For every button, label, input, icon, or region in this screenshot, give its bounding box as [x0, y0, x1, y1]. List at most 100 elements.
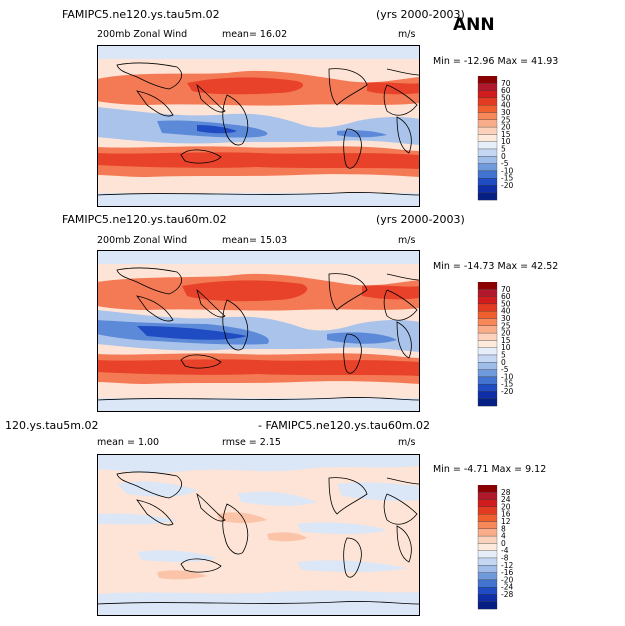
colorbar-swatch [477, 347, 498, 356]
panel3-case-label: 120.ys.tau5m.02 [5, 419, 99, 432]
colorbar-swatch [477, 148, 498, 157]
panel2-field-label: 200mb Zonal Wind [97, 235, 188, 246]
colorbar-tick-label: 25 [501, 321, 511, 330]
colorbar-tick-label: 28 [501, 488, 511, 497]
colorbar-swatch [477, 318, 498, 326]
colorbar-swatch [477, 572, 498, 581]
colorbar-tick-label: 10 [501, 137, 511, 146]
panel2-years: (yrs 2000-2003) [376, 213, 465, 226]
colorbar-tick-label: 70 [501, 285, 511, 294]
panel3-minmax: Min = -4.71 Max = 9.12 [433, 464, 547, 475]
colorbar-tick-label: 30 [501, 108, 511, 117]
colorbar-tick-label: 60 [501, 292, 511, 301]
colorbar-tick-label: 50 [501, 93, 511, 102]
colorbar-swatch [477, 112, 498, 120]
colorbar-swatch [477, 282, 498, 290]
colorbar-swatch [477, 535, 498, 544]
colorbar-tick-label: 5 [501, 351, 506, 360]
colorbar-swatch [477, 119, 498, 128]
panel1-field-label: 200mb Zonal Wind [97, 29, 188, 40]
colorbar-swatch [477, 296, 498, 305]
colorbar-tick-label: 20 [501, 329, 511, 338]
colorbar-swatch [477, 156, 498, 164]
panel2-units: m/s [398, 235, 416, 246]
colorbar-tick-label: -12 [501, 561, 513, 570]
colorbar-tick-label: -8 [501, 554, 509, 563]
colorbar-tick-label: 24 [501, 495, 511, 504]
panel1-mean: mean= 16.02 [222, 29, 288, 40]
colorbar-tick-label: 0 [501, 152, 506, 161]
colorbar-swatch [477, 601, 498, 610]
colorbar-swatch [477, 398, 498, 407]
colorbar-swatch [477, 325, 498, 334]
colorbar-swatch [477, 579, 498, 588]
colorbar-tick-label: 20 [501, 502, 511, 511]
colorbar-swatch [477, 134, 498, 142]
colorbar-swatch [477, 376, 498, 385]
colorbar-tick-label: 10 [501, 343, 511, 352]
colorbar-swatch [477, 126, 498, 135]
panel3-mean: mean = 1.00 [97, 437, 160, 448]
colorbar-tick-label: 40 [501, 307, 511, 316]
colorbar-swatch [477, 528, 498, 537]
colorbar-swatch [477, 311, 498, 319]
colorbar-swatch [477, 391, 498, 399]
colorbar-tick-label: -20 [501, 575, 513, 584]
colorbar-swatch [477, 97, 498, 106]
colorbar-swatch [477, 543, 498, 551]
colorbar-swatch [477, 362, 498, 370]
colorbar-tick-label: 40 [501, 101, 511, 110]
colorbar-swatch [477, 499, 498, 508]
panel1-minmax: Min = -12.96 Max = 41.93 [433, 56, 559, 67]
colorbar-swatch [477, 192, 498, 201]
panel1-years: (yrs 2000-2003) [376, 8, 465, 21]
season-label: ANN [453, 15, 495, 35]
colorbar-swatch [477, 550, 498, 559]
panel2-minmax: Min = -14.73 Max = 42.52 [433, 261, 559, 272]
colorbar-tick-label: -15 [501, 380, 513, 389]
colorbar-tick-label: -15 [501, 174, 513, 183]
colorbar-swatch [477, 492, 498, 500]
panel3-units: m/s [398, 437, 416, 448]
colorbar-tick-label: 25 [501, 115, 511, 124]
colorbar-swatch [477, 587, 498, 595]
colorbar-tick-label: 20 [501, 123, 511, 132]
colorbar-swatch [477, 170, 498, 179]
colorbar-tick-label: 30 [501, 314, 511, 323]
colorbar-tick-label: 5 [501, 145, 506, 154]
colorbar-tick-label: 4 [501, 532, 506, 541]
panel2-map [97, 250, 420, 412]
colorbar-swatch [477, 141, 498, 150]
colorbar-swatch [477, 521, 498, 529]
colorbar-swatch [477, 369, 498, 378]
colorbar-swatch [477, 485, 498, 493]
colorbar-tick-label: -24 [501, 583, 513, 592]
colorbar-swatch [477, 105, 498, 113]
colorbar-tick-label: -20 [501, 181, 513, 190]
panel1-case-label: FAMIPC5.ne120.ys.tau5m.02 [62, 8, 220, 21]
colorbar-swatch [477, 83, 498, 91]
colorbar-tick-label: 16 [501, 510, 511, 519]
colorbar-tick-label: 8 [501, 524, 506, 533]
colorbar-swatch [477, 332, 498, 341]
colorbar-swatch [477, 594, 498, 602]
colorbar-tick-label: -5 [501, 159, 509, 168]
colorbar-tick-label: -10 [501, 166, 513, 175]
colorbar-tick-label: 50 [501, 299, 511, 308]
colorbar-swatch [477, 565, 498, 573]
panel1-units: m/s [398, 29, 416, 40]
panel2-mean: mean= 15.03 [222, 235, 288, 246]
colorbar-swatch [477, 514, 498, 522]
colorbar-tick-label: -16 [501, 568, 513, 577]
colorbar-swatch [477, 76, 498, 84]
colorbar-tick-label: -28 [501, 590, 513, 599]
colorbar-tick-label: 0 [501, 539, 506, 548]
colorbar-tick-label: 12 [501, 517, 511, 526]
colorbar-swatch [477, 178, 498, 186]
panel3-rmse: rmse = 2.15 [222, 437, 281, 448]
colorbar-swatch [477, 354, 498, 363]
colorbar-swatch [477, 289, 498, 297]
